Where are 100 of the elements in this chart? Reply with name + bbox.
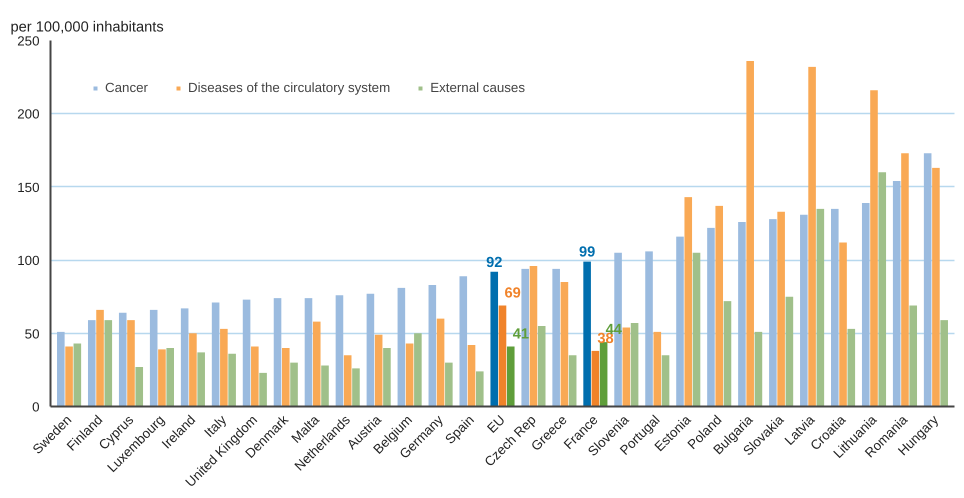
bar <box>274 298 282 406</box>
bar <box>932 168 940 406</box>
bar <box>848 328 856 406</box>
bar <box>715 206 724 406</box>
bar <box>135 366 144 406</box>
bar <box>560 282 568 406</box>
bar <box>445 362 453 406</box>
bar <box>166 348 174 406</box>
data-label: 99 <box>578 244 596 261</box>
bar <box>304 298 312 406</box>
bar <box>282 348 290 406</box>
bar <box>398 288 406 406</box>
bar <box>808 66 816 406</box>
bar <box>321 366 329 406</box>
bar <box>816 208 824 406</box>
bar <box>630 323 638 406</box>
bar <box>754 332 762 406</box>
bar <box>738 222 746 406</box>
bar <box>374 334 382 406</box>
bar <box>220 328 228 406</box>
bar <box>684 197 692 406</box>
bar <box>777 212 785 406</box>
legend-label: Diseases of the circulatory system <box>188 80 390 95</box>
bar <box>862 203 870 406</box>
bar <box>366 294 374 406</box>
bar <box>74 344 82 406</box>
bar <box>242 300 250 406</box>
bar <box>924 153 932 406</box>
y-tick-label: 150 <box>17 180 40 195</box>
bar <box>901 153 909 406</box>
bar <box>228 354 236 406</box>
bar <box>676 236 684 406</box>
x-tick-label: EU <box>484 412 508 436</box>
bar <box>839 242 847 406</box>
bar <box>197 352 205 406</box>
bar <box>490 272 498 406</box>
data-label: 69 <box>504 285 521 302</box>
bar <box>940 320 948 406</box>
bar <box>746 60 754 406</box>
bar <box>57 332 65 406</box>
bar <box>428 284 436 406</box>
bar <box>344 355 352 406</box>
bar <box>592 350 600 406</box>
bar <box>692 252 700 406</box>
bar <box>459 276 468 406</box>
bar <box>251 346 259 406</box>
bar <box>336 295 344 406</box>
bar <box>769 219 777 406</box>
bar <box>653 332 662 406</box>
y-tick-label: 0 <box>32 400 40 414</box>
y-tick-label: 250 <box>17 34 40 48</box>
bar <box>800 214 808 406</box>
bar <box>538 326 546 406</box>
bar <box>568 355 576 406</box>
bar <box>352 368 360 406</box>
bar <box>530 266 538 406</box>
bar <box>65 346 73 406</box>
bar <box>150 310 158 406</box>
bar <box>189 333 197 406</box>
bar <box>383 348 391 406</box>
bar <box>645 251 653 406</box>
bar <box>909 305 918 406</box>
bar <box>127 320 135 406</box>
bar <box>88 320 96 406</box>
bar <box>583 262 591 406</box>
bar <box>104 320 112 406</box>
bar <box>180 308 188 406</box>
bar <box>259 372 267 406</box>
bar <box>212 302 220 406</box>
bar <box>406 344 414 406</box>
y-axis-title: per 100,000 inhabitants <box>10 20 164 36</box>
legend-label: External causes <box>430 80 526 95</box>
bar <box>707 228 715 406</box>
bar <box>870 90 878 406</box>
bar <box>622 327 630 406</box>
bar <box>552 268 560 406</box>
bar <box>476 371 484 406</box>
data-label: 41 <box>512 326 530 342</box>
bar <box>892 181 901 406</box>
bar <box>506 346 515 406</box>
y-tick-label: 50 <box>24 326 40 342</box>
bar <box>436 318 444 406</box>
bar <box>118 312 127 406</box>
bar <box>158 349 166 406</box>
bar <box>312 322 321 406</box>
bar <box>724 301 732 406</box>
bar <box>878 172 886 406</box>
y-tick-label: 200 <box>17 106 40 122</box>
legend-label: Cancer <box>105 80 148 95</box>
bar <box>600 342 608 406</box>
bar <box>786 296 794 406</box>
bar <box>96 310 104 406</box>
bar <box>414 333 422 406</box>
bar <box>662 355 670 406</box>
bar <box>290 362 298 406</box>
bar <box>498 305 506 406</box>
bar <box>468 345 476 406</box>
data-label: 92 <box>486 254 502 271</box>
y-tick-label: 100 <box>17 253 40 268</box>
bar <box>830 208 839 406</box>
